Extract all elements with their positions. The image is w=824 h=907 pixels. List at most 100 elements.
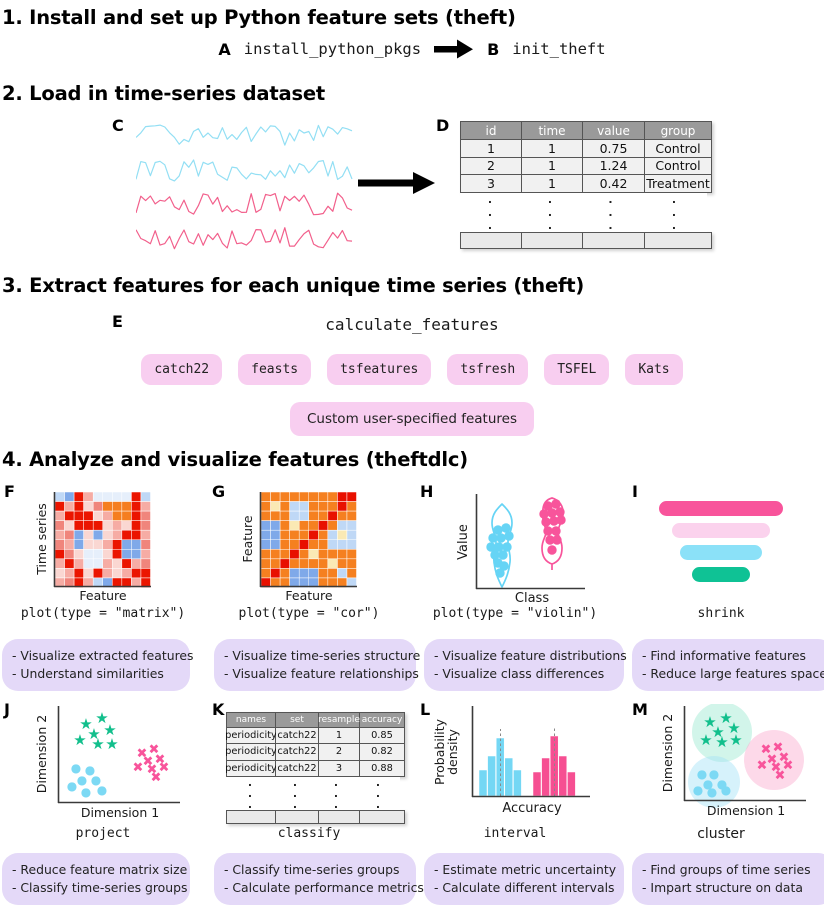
ellipsis-cell: .: [460, 205, 520, 219]
heatmap-cell: [260, 529, 271, 541]
heatmap-cell: [83, 529, 94, 541]
empty-footer-cell: [645, 232, 711, 248]
dot-marker: ●: [693, 783, 703, 797]
heatmap-cell: [279, 501, 290, 512]
heatmap-cell: [131, 539, 142, 550]
empty-footer-cell: [522, 232, 582, 248]
heatmap-cell: [92, 549, 103, 560]
heatmap-cell: [337, 491, 348, 502]
heatmap-cell: [318, 568, 329, 579]
heatmap-cell: [298, 529, 309, 541]
x-marker: ✖: [149, 743, 160, 758]
scatter-xlabel: Dimension 1: [707, 803, 785, 818]
x-marker: ✖: [155, 753, 166, 768]
table-ellipsis-rows: ............: [226, 776, 405, 811]
heatmap-cell: [92, 520, 103, 531]
violin-dot: [545, 535, 555, 545]
heatmap-cell: [131, 520, 142, 531]
star-marker: ★: [715, 733, 728, 751]
panel-label-G: G: [212, 482, 226, 501]
heatmap-cell: [140, 520, 151, 531]
heatmap-cell: [83, 491, 94, 502]
ellipsis-cell: .: [356, 798, 400, 811]
funnel-bar: [680, 545, 762, 560]
histogram-bar: [558, 755, 568, 797]
heatmap-cell: [327, 501, 338, 512]
star-marker: ★: [91, 735, 104, 753]
heatmap-cell: [270, 558, 281, 569]
heatmap-cell: [298, 539, 309, 550]
heatmap-cell: [102, 549, 113, 560]
heatmap-ylabel: Time series: [34, 503, 49, 576]
shrink-description-box: - Find informative features - Reduce lar…: [632, 639, 824, 691]
heatmap-cell: [140, 501, 151, 512]
table-cell: periodicity: [225, 744, 277, 760]
heatmap-cell: [73, 568, 84, 579]
ellipsis-cell: .: [274, 798, 316, 811]
project-description-box: - Reduce feature matrix size - Classify …: [2, 853, 190, 905]
heatmap-cell: [260, 491, 271, 502]
histogram-bar: [532, 771, 542, 797]
section-4-heading: 4. Analyze and visualize features (theft…: [2, 448, 468, 471]
x-marker: ✖: [775, 769, 786, 784]
table-cell: Control: [645, 140, 711, 157]
heatmap-cell: [308, 510, 319, 521]
star-marker: ★: [719, 709, 732, 727]
violin-dot: [488, 533, 498, 543]
heatmap-cell: [289, 520, 300, 531]
panel-label-C: C: [112, 116, 124, 135]
install-python-pkgs-code: install_python_pkgs: [243, 40, 422, 58]
heatmap-cell: [73, 549, 84, 560]
heatmap-cell: [298, 501, 309, 512]
table-cell: 3: [319, 760, 359, 776]
shrink-code: shrink: [697, 606, 745, 621]
heatmap-cell: [318, 501, 329, 512]
empty-footer-cell: [360, 811, 404, 823]
table-cell: 2: [319, 744, 359, 760]
custom-features-box: Custom user-specified features: [290, 402, 534, 436]
star-marker: ★: [79, 715, 92, 733]
panel-label-M: M: [632, 700, 648, 719]
dot-marker: ●: [707, 785, 717, 799]
heatmap-cell: [140, 539, 151, 550]
hist-xlabel: Accuracy: [502, 801, 562, 816]
violin-dot: [493, 525, 503, 535]
heatmap-cell: [270, 510, 281, 521]
bullet: - Visualize class differences: [434, 665, 605, 681]
bullet: - Visualize extracted features: [12, 648, 194, 663]
heatmap-cell: [121, 558, 132, 569]
heatmap-cell: [279, 510, 290, 521]
table-cell: 1: [522, 157, 582, 174]
dot-marker: ●: [81, 785, 91, 799]
x-marker: ✖: [147, 763, 158, 778]
heatmap-cell: [73, 539, 84, 550]
ellipsis-cell: .: [460, 218, 520, 232]
heatmap-cell: [337, 568, 348, 579]
heatmap-cell: [260, 539, 271, 550]
heatmap-cell: [327, 491, 338, 502]
violin-dot: [556, 515, 566, 525]
bullet: - Visualize feature relationships: [224, 665, 419, 681]
x-marker: ✖: [757, 759, 768, 774]
bullet: - Calculate different intervals: [434, 879, 615, 895]
interval-code: interval: [483, 826, 547, 841]
dataset-table: id time value group 1 1 0.75 Control 2 1 1.24 Contr…: [460, 121, 712, 249]
ellipsis-cell: .: [274, 787, 316, 800]
heatmap-cell: [92, 529, 103, 541]
heatmap-cell: [270, 549, 281, 560]
classify-code: classify: [277, 826, 341, 841]
panel-label-L: L: [420, 700, 431, 719]
table-cell: 3: [461, 175, 521, 192]
heatmap-cell: [121, 539, 132, 550]
violin-dot: [555, 507, 565, 517]
violin-outline: [491, 503, 513, 588]
heatmap-cell: [131, 491, 142, 502]
heatmap-cell: [64, 501, 75, 512]
table-cell: 2: [461, 157, 521, 174]
heatmap-cell: [318, 549, 329, 560]
heatmap-cell: [140, 529, 151, 541]
heatmap-cell: [112, 539, 123, 550]
star-marker: ★: [95, 709, 108, 727]
heatmap-cell: [346, 558, 357, 569]
